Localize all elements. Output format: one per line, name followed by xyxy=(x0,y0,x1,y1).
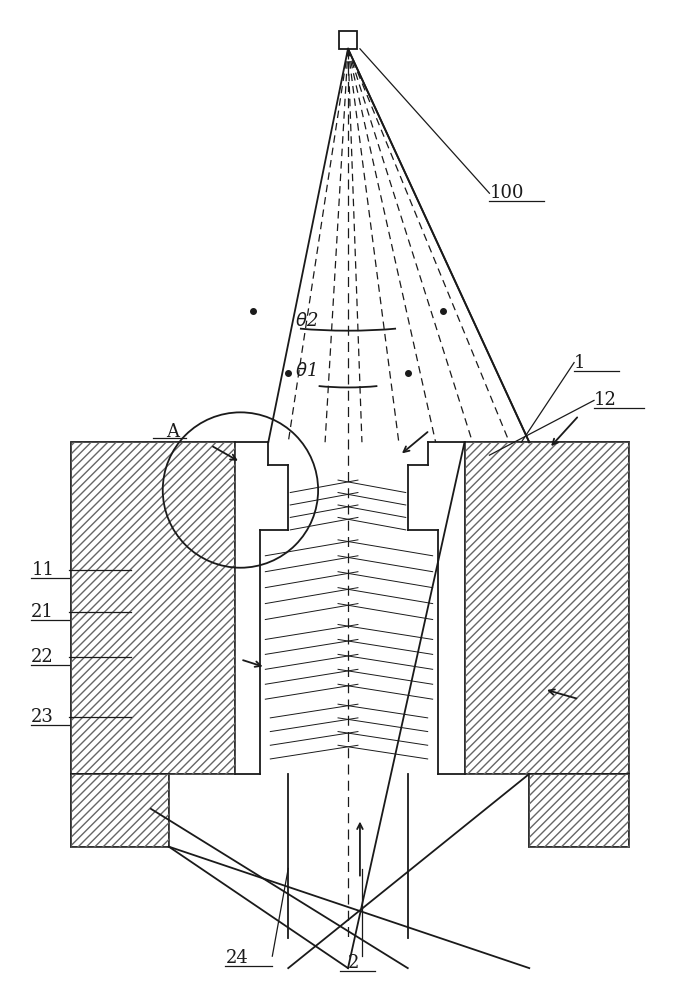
Text: 23: 23 xyxy=(31,708,54,726)
Text: 12: 12 xyxy=(594,391,617,409)
Text: 100: 100 xyxy=(489,184,524,202)
Text: A: A xyxy=(166,423,179,441)
Bar xyxy=(71,774,169,847)
Bar xyxy=(71,442,235,774)
Text: 2: 2 xyxy=(348,954,359,972)
Bar xyxy=(464,442,629,774)
Text: 21: 21 xyxy=(31,603,54,621)
Bar xyxy=(71,442,235,774)
Bar xyxy=(530,774,629,847)
Text: 11: 11 xyxy=(31,561,54,579)
Text: $\theta$1: $\theta$1 xyxy=(295,362,316,380)
Bar xyxy=(71,774,169,847)
Text: 1: 1 xyxy=(574,354,586,372)
Bar xyxy=(464,442,629,774)
Text: 24: 24 xyxy=(226,949,248,967)
Text: 22: 22 xyxy=(31,648,54,666)
Bar xyxy=(530,774,629,847)
Text: $\theta$2: $\theta$2 xyxy=(295,312,319,330)
